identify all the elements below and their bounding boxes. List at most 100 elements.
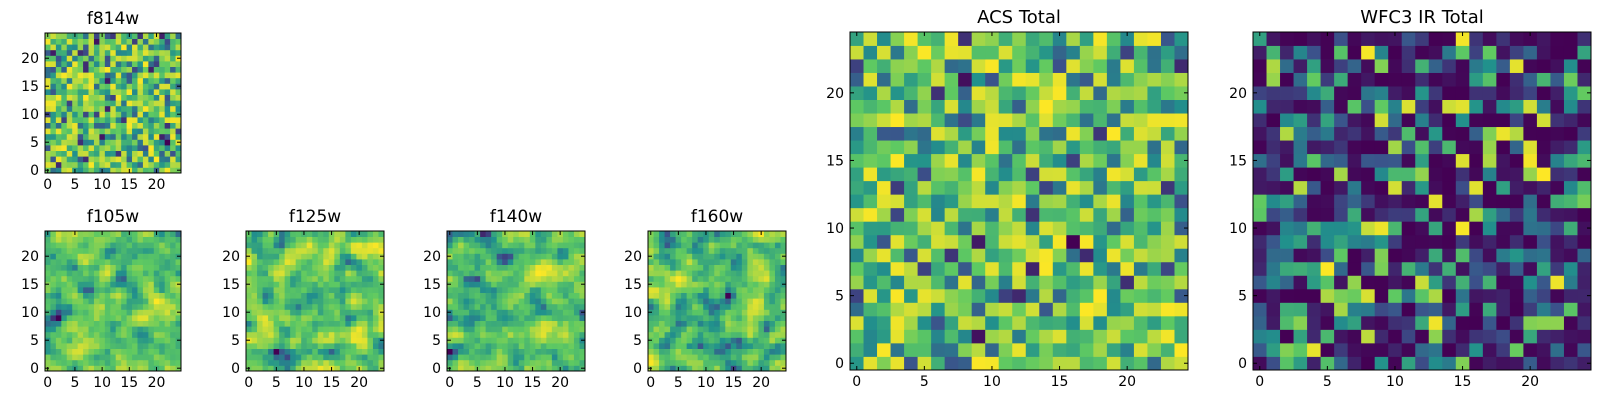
heatmap-cell — [780, 348, 787, 355]
heatmap-cell — [780, 270, 787, 277]
heatmap-cell — [546, 247, 553, 254]
heatmap-cell — [877, 126, 891, 141]
heatmap-cell — [88, 72, 95, 79]
heatmap-cell — [1442, 288, 1457, 303]
heatmap-cell — [664, 337, 671, 344]
heatmap-cell — [284, 292, 291, 299]
heatmap-cell — [339, 242, 346, 249]
heatmap-cell — [295, 331, 302, 338]
heatmap-cell — [568, 303, 575, 310]
heatmap-cell — [769, 287, 776, 293]
heatmap-cell — [1536, 180, 1551, 195]
heatmap-cell — [579, 247, 586, 254]
heatmap-cell — [99, 315, 106, 321]
heatmap-cell — [863, 99, 878, 114]
heatmap-cell — [1066, 329, 1081, 344]
heatmap-cell — [502, 275, 509, 282]
heatmap-cell — [1039, 180, 1054, 195]
heatmap-cell — [1577, 153, 1592, 168]
heatmap-cell — [719, 287, 726, 293]
heatmap-cell — [142, 331, 149, 338]
heatmap-cell — [774, 337, 781, 344]
heatmap-cell — [132, 89, 138, 95]
heatmap-cell — [104, 139, 111, 146]
heatmap-cell — [345, 343, 352, 349]
heatmap-cell — [148, 343, 155, 349]
heatmap-cell — [137, 303, 144, 310]
heatmap-cell — [1374, 234, 1389, 249]
heatmap-cell — [496, 326, 503, 333]
heatmap-cell — [507, 231, 514, 237]
heatmap-cell — [279, 354, 286, 361]
heatmap-cell — [480, 264, 487, 271]
heatmap-cell — [1266, 302, 1281, 317]
heatmap-cell — [137, 33, 144, 39]
heatmap-cell — [1133, 342, 1148, 357]
heatmap-cell — [273, 287, 280, 293]
heatmap-cell — [77, 83, 84, 90]
heatmap-cell — [66, 270, 73, 277]
heatmap-cell — [55, 117, 62, 123]
heatmap-cell — [132, 236, 138, 243]
x-tick-label: 20 — [148, 375, 166, 391]
heatmap-cell — [301, 264, 308, 271]
heatmap-cell — [115, 337, 122, 344]
heatmap-cell — [345, 331, 352, 338]
heatmap-cell — [469, 337, 475, 344]
heatmap-cell — [164, 61, 171, 67]
heatmap-cell — [77, 89, 84, 95]
heatmap-cell — [758, 348, 765, 355]
heatmap-cell — [61, 77, 68, 84]
heatmap-cell — [890, 302, 905, 317]
heatmap-cell — [1442, 180, 1457, 195]
heatmap-cell — [681, 354, 688, 361]
heatmap-cell — [540, 359, 547, 366]
heatmap-cell — [1482, 126, 1497, 141]
heatmap-cell — [1012, 315, 1027, 330]
heatmap-cell — [159, 150, 166, 157]
heatmap-cell — [579, 231, 586, 237]
heatmap-cell — [491, 259, 498, 265]
heatmap-cell — [780, 326, 787, 333]
heatmap-cell — [513, 320, 520, 327]
heatmap-cell — [758, 270, 765, 277]
heatmap-cell — [1039, 315, 1054, 330]
heatmap-cell — [1550, 302, 1565, 317]
heatmap-cell — [1496, 59, 1511, 73]
heatmap-cell — [703, 287, 710, 293]
heatmap-cell — [77, 236, 84, 243]
heatmap-cell — [72, 242, 79, 249]
heatmap-cell — [367, 326, 374, 333]
heatmap-cell — [284, 253, 291, 260]
heatmap-cell — [719, 331, 726, 338]
heatmap-cell — [944, 248, 959, 263]
heatmap-cell — [246, 298, 252, 305]
heatmap-cell — [153, 94, 160, 101]
heatmap-cell — [496, 303, 503, 310]
heatmap-cell — [334, 309, 341, 316]
heatmap-cell — [1469, 221, 1484, 236]
heatmap-cell — [971, 45, 986, 60]
heatmap-cell — [1066, 180, 1081, 195]
heatmap-cell — [664, 365, 671, 372]
heatmap-cell — [153, 122, 160, 129]
heatmap-cell — [513, 275, 520, 282]
heatmap-cell — [529, 354, 536, 361]
heatmap-cell — [904, 59, 918, 73]
heatmap-cell — [551, 320, 558, 327]
heatmap-cell — [1388, 288, 1403, 303]
heatmap-cell — [1428, 221, 1443, 236]
heatmap-cell — [115, 231, 122, 237]
heatmap-cell — [1093, 194, 1108, 209]
y-tick-label: 20 — [1229, 86, 1247, 102]
heatmap-cell — [863, 59, 878, 73]
heatmap-cell — [328, 315, 335, 321]
panel-title: f140w — [490, 207, 542, 227]
heatmap-cell — [1401, 99, 1416, 114]
heatmap-cell — [1293, 329, 1308, 344]
heatmap-cell — [491, 281, 498, 288]
heatmap-cell — [1093, 153, 1108, 168]
heatmap-cell — [452, 292, 459, 299]
heatmap-cell — [317, 275, 324, 282]
heatmap-cell — [1428, 302, 1443, 317]
